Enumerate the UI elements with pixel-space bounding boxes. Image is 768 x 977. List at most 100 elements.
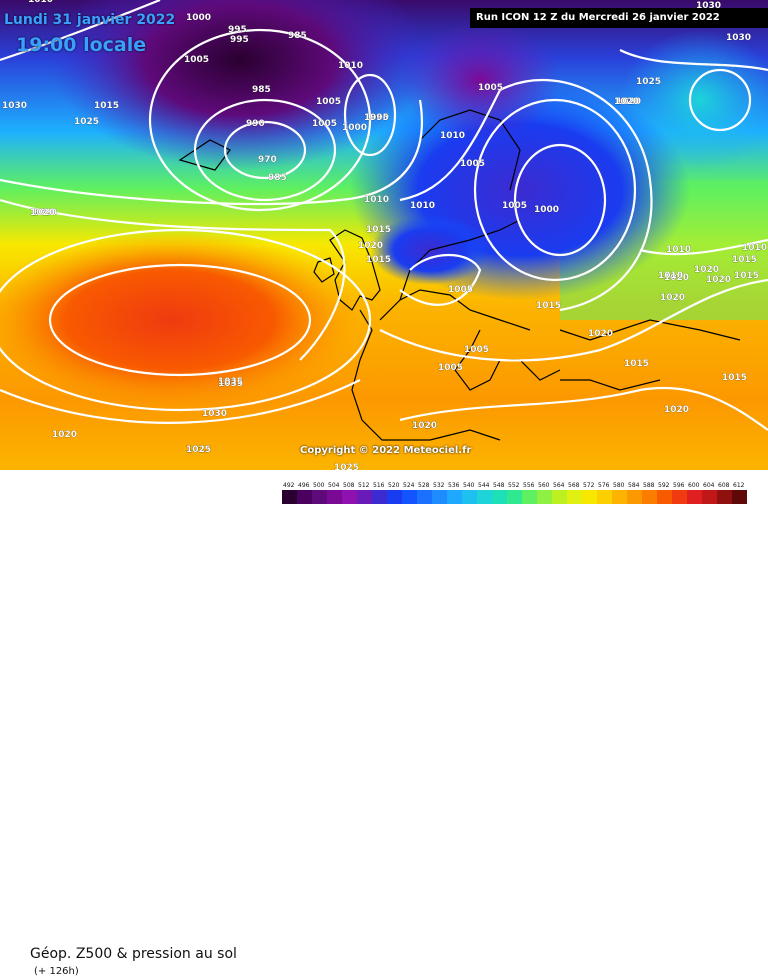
legend-tick-label: 548 xyxy=(493,482,505,489)
legend-swatch xyxy=(732,490,747,504)
isobar-label: 1015 xyxy=(94,101,119,111)
copyright-text: Copyright © 2022 Meteociel.fr xyxy=(300,445,472,456)
legend-swatch xyxy=(612,490,627,504)
forecast-time: 19:00 locale xyxy=(16,34,147,56)
legend-tick-label: 528 xyxy=(418,482,430,489)
legend-swatch xyxy=(642,490,657,504)
legend-tick-label: 580 xyxy=(613,482,625,489)
isobar-label: 1025 xyxy=(74,117,99,127)
run-info-text: Run ICON 12 Z du Mercredi 26 janvier 202… xyxy=(476,12,720,23)
isobar-label: 1010 xyxy=(364,195,389,205)
legend-swatch xyxy=(492,490,507,504)
isobar-label: 1020 xyxy=(588,329,613,339)
legend-swatch xyxy=(462,490,477,504)
legend-tick-label: 576 xyxy=(598,482,610,489)
isobar-label: 1005 xyxy=(184,55,209,65)
legend-swatch xyxy=(357,490,372,504)
isobar-label: 1020 xyxy=(52,430,77,440)
isobar-label: 995 xyxy=(228,25,247,35)
map-subtitle: (+ 126h) xyxy=(34,966,79,977)
legend-tick-label: 496 xyxy=(298,482,310,489)
legend-swatch xyxy=(537,490,552,504)
isobar-label: 1000 xyxy=(342,123,367,133)
legend-tick-label: 516 xyxy=(373,482,385,489)
isobar-label: 1035 xyxy=(218,379,243,389)
isobar-label: 1035 xyxy=(218,377,243,387)
legend-swatch xyxy=(582,490,597,504)
legend-swatch xyxy=(417,490,432,504)
isobar-label: 1020 xyxy=(664,405,689,415)
legend-swatch xyxy=(702,490,717,504)
legend-swatch xyxy=(657,490,672,504)
isobar-label: 1015 xyxy=(722,373,747,383)
isobar-label: 995 xyxy=(370,113,389,123)
legend-tick-label: 572 xyxy=(583,482,595,489)
legend-swatch xyxy=(567,490,582,504)
isobar-label: 1015 xyxy=(732,255,757,265)
legend-swatch xyxy=(402,490,417,504)
isobar-label: 1020 xyxy=(358,241,383,251)
legend-swatch xyxy=(327,490,342,504)
isobar-label: 1005 xyxy=(438,363,463,373)
legend-tick-label: 608 xyxy=(718,482,730,489)
isobar-label: 1020 xyxy=(694,265,719,275)
isobar-label: 990 xyxy=(246,119,265,129)
legend-swatch xyxy=(717,490,732,504)
isobar-label: 1015 xyxy=(536,301,561,311)
isobar-label: 985 xyxy=(268,173,287,183)
isobar-label: 1005 xyxy=(316,97,341,107)
isobar-label: 1015 xyxy=(624,359,649,369)
legend-tick-label: 584 xyxy=(628,482,640,489)
legend-tick-label: 492 xyxy=(283,482,295,489)
legend-tick-label: 568 xyxy=(568,482,580,489)
isobar-label: 1030 xyxy=(2,101,27,111)
isobar-label: 1010 xyxy=(410,201,435,211)
isobar-label: 985 xyxy=(252,85,271,95)
isobar-label: 970 xyxy=(258,155,277,165)
isobar-label: 1020 xyxy=(412,421,437,431)
isobar-label: 1010 xyxy=(28,0,53,5)
legend-swatch xyxy=(522,490,537,504)
legend-tick-label: 600 xyxy=(688,482,700,489)
legend-swatch xyxy=(552,490,567,504)
legend-swatch xyxy=(342,490,357,504)
forecast-date: Lundi 31 janvier 2022 xyxy=(4,12,176,28)
legend-tick-label: 540 xyxy=(463,482,475,489)
legend-tick-label: 612 xyxy=(733,482,745,489)
isobar-label: 1025 xyxy=(334,463,359,470)
isobar-label: 1005 xyxy=(464,345,489,355)
isobar-label: 1025 xyxy=(636,77,661,87)
isobar-label: 1020 xyxy=(706,275,731,285)
legend-swatch xyxy=(627,490,642,504)
legend-tick-label: 532 xyxy=(433,482,445,489)
legend-swatch xyxy=(597,490,612,504)
legend-tick-label: 504 xyxy=(328,482,340,489)
isobar-label: 1010 xyxy=(742,243,767,253)
isobar-label: 1020 xyxy=(614,97,639,107)
isobar-label: 1005 xyxy=(312,119,337,129)
legend-swatch xyxy=(672,490,687,504)
isobar-label: 1030 xyxy=(202,409,227,419)
legend-swatch xyxy=(687,490,702,504)
isobar-label: 1020 xyxy=(30,208,55,218)
legend-tick-label: 556 xyxy=(523,482,535,489)
isobar-label: 1015 xyxy=(366,225,391,235)
isobar-label: 1000 xyxy=(186,13,211,23)
isobar-label: 995 xyxy=(230,35,249,45)
isobars xyxy=(0,0,768,431)
isobar-label: 1015 xyxy=(734,271,759,281)
isobar-label: 1010 xyxy=(658,271,683,281)
legend-tick-label: 500 xyxy=(313,482,325,489)
isobar-label: 1025 xyxy=(186,445,211,455)
isobar-label: 1000 xyxy=(534,205,559,215)
isobar-label: 985 xyxy=(288,31,307,41)
legend-tick-label: 520 xyxy=(388,482,400,489)
isobar-label: 1030 xyxy=(726,33,751,43)
legend-tick-label: 564 xyxy=(553,482,565,489)
legend-tick-label: 592 xyxy=(658,482,670,489)
colour-legend: 492 496 500 504 508 512 516 520 524 528 532 536 540 5… xyxy=(282,482,747,504)
legend-swatch xyxy=(477,490,492,504)
isobar-label: 1030 xyxy=(696,1,721,11)
run-info-banner xyxy=(470,8,768,28)
isobar-label: 1005 xyxy=(460,159,485,169)
